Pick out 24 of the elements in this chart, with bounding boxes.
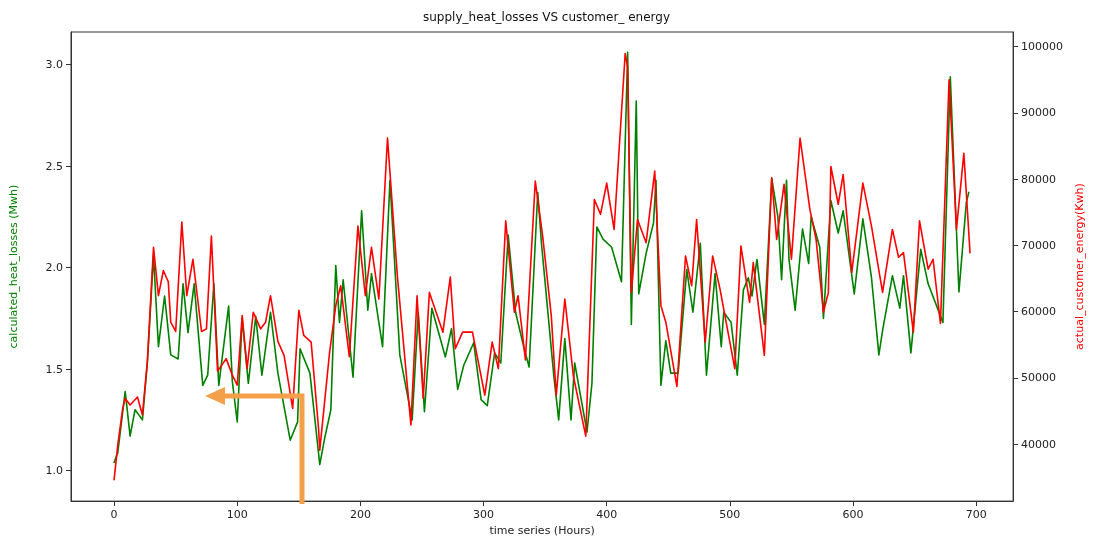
- y2-tick-label: 50000: [1021, 371, 1057, 385]
- y2-tick-label: 60000: [1021, 305, 1057, 319]
- x-tick-label: 200: [349, 508, 371, 522]
- x-tick-label: 300: [473, 508, 495, 522]
- y-tick-label: 1.0: [45, 464, 63, 478]
- y2-axis-title: actual_customer_energy(Kwh): [1073, 183, 1086, 350]
- y-tick-label: 3.0: [45, 57, 63, 71]
- x-tick-label: 700: [965, 508, 987, 522]
- x-axis-title: time series (Hours): [489, 524, 595, 537]
- x-tick-label: 400: [596, 508, 618, 522]
- y2-tick-label: 80000: [1021, 172, 1057, 186]
- x-tick-label: 500: [719, 508, 741, 522]
- y-tick-label: 2.5: [45, 159, 63, 173]
- y-axis-title: calculated_heat_losses (Mwh): [7, 184, 20, 349]
- y2-tick-label: 70000: [1021, 238, 1057, 252]
- y2-tick-label: 100000: [1021, 40, 1064, 54]
- y-tick-label: 1.5: [45, 362, 63, 376]
- x-tick-label: 0: [110, 508, 118, 522]
- x-tick-label: 100: [226, 508, 248, 522]
- x-tick-label: 600: [842, 508, 864, 522]
- chart-title: supply_heat_losses VS customer_ energy: [423, 10, 670, 24]
- y2-tick-label: 40000: [1021, 437, 1057, 451]
- y-tick-label: 2.0: [45, 261, 63, 275]
- y2-tick-label: 90000: [1021, 106, 1057, 120]
